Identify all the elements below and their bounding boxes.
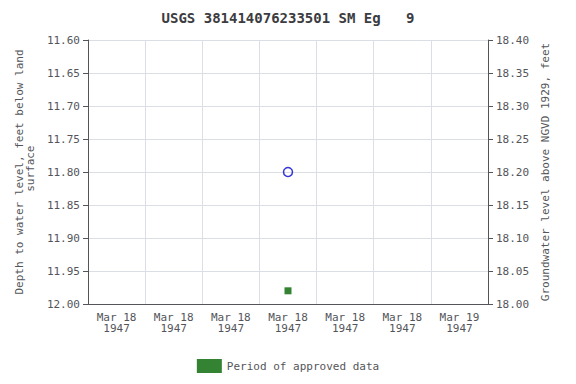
svg-text:USGS 381414076233501 SM Eg 9: USGS 381414076233501 SM Eg 9 [162, 10, 415, 26]
svg-text:Mar 18: Mar 18 [325, 311, 365, 324]
svg-text:surface: surface [24, 146, 37, 199]
svg-text:Mar 19: Mar 19 [439, 311, 480, 324]
svg-text:1947: 1947 [446, 322, 473, 335]
svg-text:1947: 1947 [160, 322, 187, 335]
svg-text:1947: 1947 [218, 322, 245, 335]
svg-text:1947: 1947 [389, 322, 416, 335]
svg-text:Mar 18: Mar 18 [382, 311, 423, 324]
svg-text:11.65: 11.65 [47, 67, 80, 80]
svg-text:Mar 18: Mar 18 [268, 311, 308, 324]
svg-text:12.00: 12.00 [47, 298, 80, 311]
svg-text:18.10: 18.10 [496, 232, 529, 245]
svg-text:18.30: 18.30 [496, 100, 529, 113]
svg-text:18.35: 18.35 [496, 67, 529, 80]
svg-text:Depth to water level, feet bel: Depth to water level, feet below land [13, 49, 26, 295]
svg-text:11.85: 11.85 [47, 199, 80, 212]
svg-text:1947: 1947 [332, 322, 359, 335]
svg-text:18.05: 18.05 [496, 265, 529, 278]
svg-text:11.80: 11.80 [47, 166, 80, 179]
svg-text:11.95: 11.95 [47, 265, 80, 278]
svg-text:1947: 1947 [275, 322, 302, 335]
svg-text:Groundwater level above NGVD 1: Groundwater level above NGVD 1929, feet [539, 43, 552, 301]
svg-text:Mar 18: Mar 18 [96, 311, 137, 324]
svg-text:18.40: 18.40 [496, 34, 529, 47]
svg-text:18.25: 18.25 [496, 133, 529, 146]
svg-text:Mar 18: Mar 18 [211, 311, 251, 324]
svg-text:11.75: 11.75 [47, 133, 80, 146]
svg-text:1947: 1947 [103, 322, 130, 335]
svg-text:11.60: 11.60 [47, 34, 80, 47]
svg-text:18.00: 18.00 [496, 298, 529, 311]
svg-text:Period of approved data: Period of approved data [227, 360, 379, 373]
svg-text:11.70: 11.70 [47, 100, 80, 113]
svg-text:18.20: 18.20 [496, 166, 529, 179]
svg-text:18.15: 18.15 [496, 199, 529, 212]
svg-text:Mar 18: Mar 18 [153, 311, 194, 324]
svg-text:11.90: 11.90 [47, 232, 80, 245]
